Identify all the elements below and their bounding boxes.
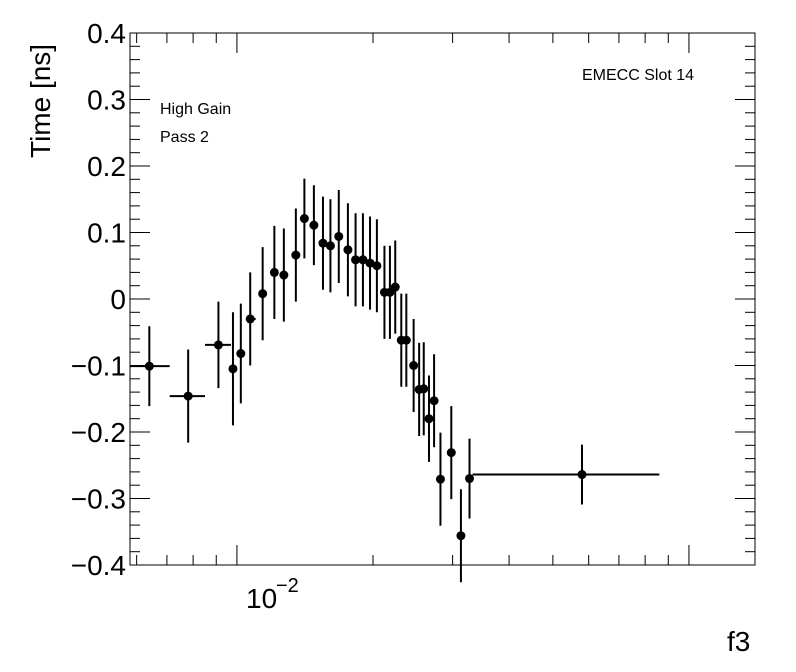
data-point bbox=[299, 214, 309, 224]
data-point-group bbox=[258, 247, 268, 341]
data-point bbox=[309, 220, 319, 230]
data-point bbox=[351, 255, 361, 265]
y-tick-label: −0.4 bbox=[71, 550, 126, 581]
data-point bbox=[465, 474, 475, 484]
y-tick-label: −0.3 bbox=[71, 484, 126, 515]
data-point bbox=[409, 361, 419, 370]
data-point-group bbox=[401, 293, 411, 387]
data-point bbox=[228, 364, 238, 374]
data-point-group bbox=[325, 199, 335, 293]
data-point bbox=[358, 255, 368, 265]
data-point bbox=[372, 261, 382, 271]
data-points bbox=[130, 178, 660, 583]
data-point-group bbox=[205, 301, 231, 389]
data-point-group bbox=[291, 208, 301, 302]
x-tick-label-exponent: −2 bbox=[276, 575, 299, 597]
data-point bbox=[213, 340, 223, 350]
data-point bbox=[390, 282, 400, 292]
axis-ticks bbox=[130, 32, 755, 566]
data-point-group bbox=[299, 178, 309, 259]
data-point bbox=[325, 241, 335, 251]
data-point bbox=[279, 270, 289, 280]
data-point-group bbox=[465, 438, 475, 519]
data-point bbox=[401, 335, 411, 345]
data-point-group bbox=[309, 185, 319, 266]
data-point-group bbox=[228, 312, 238, 426]
data-point-group bbox=[130, 326, 170, 407]
data-point-group bbox=[365, 216, 375, 310]
data-point-group bbox=[419, 342, 429, 436]
data-point-group bbox=[435, 432, 445, 526]
data-point bbox=[435, 474, 445, 484]
y-tick-label: −0.1 bbox=[71, 351, 126, 382]
y-tick-label: 0.1 bbox=[87, 218, 126, 249]
data-point bbox=[577, 470, 587, 480]
data-point-group bbox=[424, 375, 434, 462]
data-point-group bbox=[429, 354, 439, 448]
data-point bbox=[269, 267, 279, 277]
data-point bbox=[365, 258, 375, 268]
data-point-group bbox=[245, 272, 256, 366]
data-point-group bbox=[446, 406, 456, 500]
data-point bbox=[236, 349, 246, 359]
y-tick-label: 0 bbox=[110, 284, 126, 315]
data-point-group bbox=[236, 303, 246, 404]
data-point bbox=[291, 250, 301, 260]
data-point-group bbox=[409, 318, 419, 413]
data-point bbox=[318, 238, 328, 248]
data-point-group bbox=[385, 245, 395, 339]
data-point-group bbox=[269, 225, 279, 319]
data-point bbox=[419, 384, 429, 394]
data-point-group bbox=[358, 213, 368, 307]
data-point-group bbox=[372, 219, 382, 313]
y-tick-label: 0.2 bbox=[87, 151, 126, 182]
pass-annotation: Pass 2 bbox=[160, 129, 209, 146]
data-point-group bbox=[169, 349, 206, 443]
data-point-group bbox=[456, 489, 466, 583]
y-tick-label: 0.3 bbox=[87, 85, 126, 116]
data-point bbox=[258, 289, 268, 299]
y-tick-label: −0.2 bbox=[71, 417, 126, 448]
data-point-group bbox=[343, 203, 353, 297]
x-axis-title: f3 bbox=[727, 626, 750, 657]
y-axis-title: Time [ns] bbox=[25, 44, 56, 158]
y-tick-label: 0.4 bbox=[87, 18, 126, 49]
data-point-group bbox=[279, 228, 289, 322]
gain-annotation: High Gain bbox=[160, 101, 231, 118]
data-point bbox=[456, 531, 466, 541]
data-point bbox=[144, 361, 154, 371]
y-tick-labels: −0.4 −0.3 −0.2 −0.1 0 0.1 0.2 0.3 0.4 bbox=[71, 18, 126, 581]
data-point bbox=[424, 414, 434, 424]
data-point-group bbox=[351, 213, 361, 307]
data-point-group bbox=[318, 196, 328, 290]
slot-annotation: EMECC Slot 14 bbox=[582, 67, 694, 84]
data-point bbox=[343, 245, 353, 255]
data-point-group bbox=[390, 240, 400, 334]
x-tick-labels: 10 −2 bbox=[246, 575, 299, 614]
data-point bbox=[183, 391, 193, 401]
data-point bbox=[429, 396, 439, 406]
data-point bbox=[446, 448, 456, 458]
data-point-group bbox=[472, 444, 660, 505]
x-tick-label-mantissa: 10 bbox=[246, 583, 277, 614]
data-point-group bbox=[334, 189, 344, 284]
data-point bbox=[245, 314, 255, 324]
data-point bbox=[334, 231, 344, 241]
